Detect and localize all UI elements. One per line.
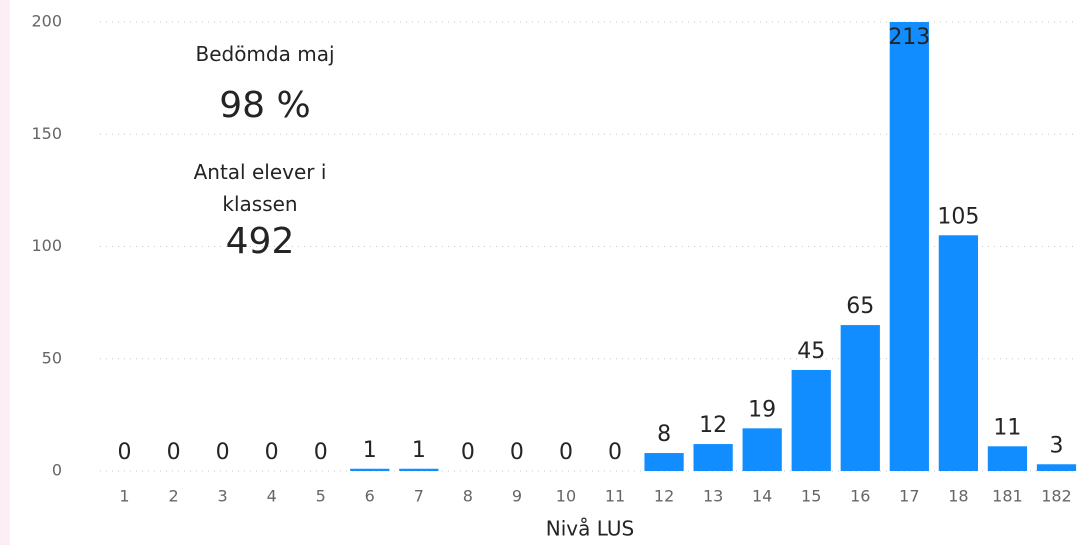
x-tick-label: 6 (365, 487, 375, 506)
kpi-card: Bedömda maj 98 % (165, 38, 365, 128)
x-tick-label: 11 (605, 487, 625, 506)
x-tick-label: 5 (316, 487, 326, 506)
x-axis-title: Nivå LUS (546, 517, 634, 541)
data-label: 105 (937, 204, 979, 229)
side-strip (0, 0, 10, 545)
x-tick-label: 12 (654, 487, 674, 506)
bar (840, 325, 880, 471)
data-label: 3 (1049, 433, 1063, 458)
bar (399, 468, 439, 471)
data-label: 0 (265, 440, 279, 465)
y-tick-label: 100 (31, 236, 62, 255)
bar (987, 446, 1028, 471)
bar (742, 428, 782, 471)
y-tick-label: 150 (31, 124, 62, 143)
kpi-value: 98 % (219, 85, 311, 126)
data-label: 0 (118, 440, 132, 465)
kpi-label: Bedömda maj (195, 42, 335, 66)
x-tick-label: 18 (948, 487, 968, 506)
data-label: 213 (888, 25, 930, 50)
data-label: 0 (314, 440, 328, 465)
x-tick-label: 14 (752, 487, 772, 506)
x-tick-label: 1 (119, 487, 129, 506)
y-tick-label: 200 (31, 12, 62, 31)
data-label: 0 (510, 440, 524, 465)
x-tick-label: 15 (801, 487, 821, 506)
data-label: 0 (216, 440, 230, 465)
data-label: 1 (363, 438, 377, 463)
bar (644, 453, 684, 471)
x-tick-label: 10 (556, 487, 576, 506)
data-label: 65 (846, 294, 874, 319)
x-tick-label: 181 (992, 487, 1023, 506)
data-label: 45 (797, 339, 825, 364)
bar (791, 369, 831, 471)
x-tick-label: 2 (168, 487, 178, 506)
x-tick-label: 17 (899, 487, 919, 506)
y-tick-label: 0 (52, 461, 62, 480)
x-tick-label: 9 (512, 487, 522, 506)
kpi-card: Antal elever i klassen 492 (160, 156, 360, 264)
data-label: 0 (461, 440, 475, 465)
x-tick-label: 4 (267, 487, 277, 506)
bar (693, 444, 733, 471)
kpi-value: 492 (225, 221, 295, 262)
data-label: 0 (608, 440, 622, 465)
bar (938, 235, 978, 471)
data-label: 19 (748, 397, 776, 422)
x-tick-label: 182 (1041, 487, 1072, 506)
data-label: 1 (412, 438, 426, 463)
y-tick-label: 50 (42, 348, 62, 367)
x-tick-label: 16 (850, 487, 870, 506)
data-label: 0 (559, 440, 573, 465)
plot-area (350, 22, 1077, 471)
bar (1036, 464, 1077, 471)
x-tick-label: 7 (414, 487, 424, 506)
x-tick-label: 3 (218, 487, 228, 506)
bar (889, 22, 929, 471)
data-label: 0 (167, 440, 181, 465)
x-tick-label: 13 (703, 487, 723, 506)
kpi-label: Antal elever i klassen (193, 160, 327, 216)
bar (350, 468, 390, 471)
data-label: 11 (993, 415, 1021, 440)
data-label: 12 (699, 413, 727, 438)
x-tick-label: 8 (463, 487, 473, 506)
data-label: 8 (657, 422, 671, 447)
